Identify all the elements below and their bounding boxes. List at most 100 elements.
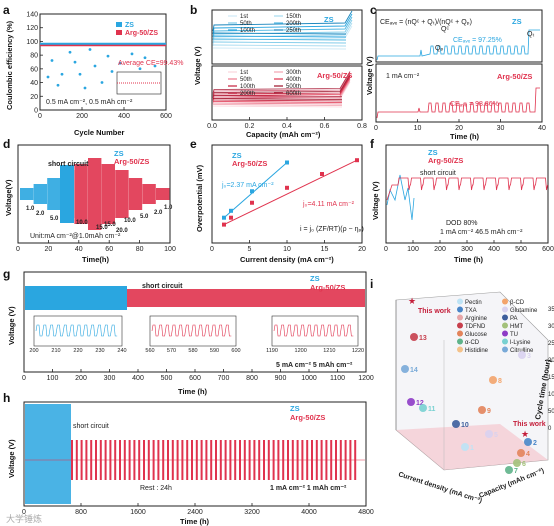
- panel-i-legend-marker: [502, 338, 508, 345]
- panel-f-x-tick-label: 0: [384, 246, 388, 253]
- panel-i-legend-label: TXA: [465, 308, 477, 314]
- panel-b-zs-curve: [212, 22, 353, 47]
- panel-g-inset-zs-tick: 230: [95, 348, 104, 354]
- panel-d-x-tick-label: 0: [16, 246, 20, 253]
- panel-b-x-tick-label: 0.4: [282, 123, 292, 130]
- panel-h-short: short circuit: [73, 423, 109, 430]
- panel-i-ztick: 1500: [548, 375, 554, 381]
- panel-b-ylabel: Voltage (V): [193, 46, 202, 85]
- panel-c-x-tick-label: 0: [374, 125, 378, 132]
- panel-a-xlabel: Cycle Number: [74, 128, 125, 137]
- panel-h-plot: [25, 404, 365, 504]
- panel-i-legend-label: Arginine: [465, 316, 488, 322]
- panel-c-ylabel: Voltage (V): [365, 56, 374, 95]
- panel-h-x-tick-label: 2400: [187, 509, 203, 516]
- panel-d-ylabel: Voltage(V): [4, 179, 13, 216]
- panel-b-top-series: ZS: [324, 15, 334, 24]
- panel-d-band: [156, 188, 170, 200]
- panel-b-top-legend-label: 50th: [240, 21, 252, 27]
- panel-d-x-tick-label: 60: [105, 246, 113, 253]
- panel-f-xticks: 0 100 200 300 400 500 600: [384, 240, 554, 253]
- panel-b-x-tick-label: 0.6: [320, 123, 330, 130]
- panel-i-legend-label: l-Lysine: [510, 340, 531, 346]
- panel-d-band: [128, 178, 143, 210]
- panel-g-x-tick-label: 700: [218, 375, 230, 382]
- panel-i-point: [407, 398, 415, 406]
- panel-e-xticks: 0 5 10 15 20: [210, 240, 366, 253]
- panel-i-point: [452, 420, 460, 428]
- panel-g-x-tick-label: 1000: [301, 375, 317, 382]
- panel-c-x-tick-label: 40: [538, 125, 546, 132]
- panel-d-x-tick-label: 20: [45, 246, 53, 253]
- panel-h-xlabel: Time (h): [180, 517, 210, 526]
- panel-g-inset-zs-tick: 200: [29, 348, 38, 354]
- panel-d-xlabel: Time(h): [82, 255, 109, 264]
- panel-i-legend-marker: [457, 330, 463, 337]
- panel-i-legend-marker: [457, 314, 463, 321]
- panel-a-condition: 0.5 mA cm⁻², 0.5 mAh cm⁻²: [46, 99, 133, 106]
- panel-i-legend-label: Pectin: [465, 300, 482, 306]
- panel-d-legend-arg: Arg-50/ZS: [114, 157, 149, 166]
- panel-b-top-legend-label: 100th: [240, 28, 255, 34]
- panel-e-arg-point: [229, 215, 233, 220]
- panel-g-x-tick-label: 300: [104, 375, 116, 382]
- panel-e-j-zs: j₀=2.37 mA cm⁻²: [221, 182, 274, 189]
- panel-e-equation: i = j₀ (ZF/RT)(ρ − ηₚ): [300, 226, 364, 233]
- panel-c-ce-arg: CEₐᵥₑ = 98.86%: [450, 101, 499, 108]
- panel-f-legend-zs: ZS: [428, 148, 438, 157]
- panel-i-floor: [396, 424, 548, 470]
- panel-g-legend-zs: ZS: [310, 274, 320, 283]
- panel-i-point: [513, 459, 521, 467]
- panel-g-inset-arg-mid-tick: 570: [167, 348, 176, 354]
- panel-c-letter: c: [370, 3, 377, 17]
- panel-f-letter: f: [370, 137, 375, 151]
- panel-d-zs-spike: [60, 165, 74, 223]
- panel-e-arg-point: [222, 222, 226, 227]
- panel-c-x-tick-label: 30: [497, 125, 505, 132]
- panel-d-legend-zs: ZS: [114, 149, 124, 158]
- panel-d-band: [142, 184, 156, 204]
- panel-f-ylabel: Voltage (V): [371, 181, 380, 220]
- panel-c-qt: Qₜ: [527, 31, 535, 38]
- panel-a-legend-zs: ZS: [125, 22, 134, 29]
- panel-a-zs-point: [68, 50, 72, 54]
- panel-e-arg-point: [285, 185, 289, 190]
- panel-c-zs-curve: [376, 29, 540, 61]
- panel-e: Overpotential (mV) Current density (mA c…: [195, 144, 366, 264]
- panel-a-x-tick-label: 200: [76, 113, 88, 120]
- panel-a-legend-arg-marker: [116, 30, 122, 35]
- panel-g-x-tick-label: 100: [47, 375, 59, 382]
- panel-a-y-tick-label: 0: [34, 108, 38, 115]
- panel-a-legend-arg: Arg-50/ZS: [125, 30, 158, 37]
- panel-b-top-legend-label: 250th: [286, 28, 301, 34]
- panel-b-bottom-legend-label: 400th: [286, 77, 301, 83]
- panel-a-zs-point: [73, 60, 77, 64]
- panel-d-frame: [17, 144, 171, 244]
- panel-i-legend-label: β-CD: [510, 300, 525, 306]
- panel-f-legend-arg: Arg-50/ZS: [428, 156, 463, 165]
- panel-b-letter: b: [190, 3, 197, 17]
- panel-i-legend-marker: [457, 346, 463, 353]
- panel-i-point-label: 9: [487, 408, 491, 415]
- panel-f-x-tick-label: 600: [542, 246, 554, 253]
- panel-h-x-tick-label: 3200: [244, 509, 260, 516]
- panel-a-zs-point: [106, 54, 110, 58]
- panel-a-avg-ce: Average CE=99.43%: [118, 60, 183, 67]
- panel-e-x-tick-label: 15: [321, 246, 329, 253]
- panel-d-band: [115, 170, 129, 218]
- panel-d-band: [20, 188, 34, 200]
- panel-a-zs-point: [60, 72, 64, 76]
- panel-i-point: [419, 404, 427, 412]
- panel-g-x-tick-label: 600: [189, 375, 201, 382]
- panel-i-ztick: 3000: [548, 324, 554, 330]
- panel-f-cond: 1 mA cm⁻² 46.5 mAh cm⁻²: [440, 229, 523, 236]
- panel-c-formula: CEₐᵥₑ = (nQᶜ + Qₜ)/(nQᶜ + Qₚ): [380, 19, 472, 26]
- panel-e-j-arg: j₀=4.11 mA cm⁻²: [302, 201, 355, 208]
- panel-i-point-label: 7: [514, 468, 518, 475]
- panel-i-ztick: 3500: [548, 307, 554, 313]
- panel-a-y-tick-label: 140: [26, 12, 38, 19]
- panel-c-qp: Qₚ: [435, 45, 443, 52]
- panel-e-x-tick-label: 5: [248, 246, 252, 253]
- panel-g-xlabel: Time (h): [178, 387, 208, 396]
- panel-g: Voltage (V) Time (h) 0 100 200 300 400 500 600…: [7, 271, 374, 396]
